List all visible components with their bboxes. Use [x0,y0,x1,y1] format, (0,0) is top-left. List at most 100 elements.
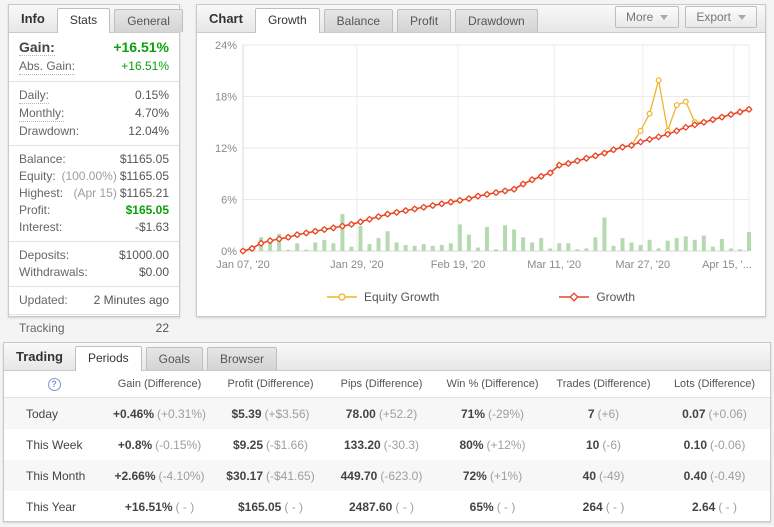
column-header-profit: Profit (Difference) [227,378,314,390]
more-button[interactable]: More [614,6,680,28]
stat-row-daily: Daily: 0.15% [9,87,179,105]
trades-value: 10 [585,437,600,452]
tab-periods[interactable]: Periods [74,346,142,371]
period-label: Today [26,406,59,421]
tab-profit[interactable]: Profit [397,9,452,32]
pips-diff: (-30.3) [383,437,420,452]
column-header-lots: Lots (Difference) [673,378,756,390]
lots-value: 0.07 [682,406,706,421]
stat-value: +16.51% [113,39,169,55]
stat-value: 4.70% [134,106,169,120]
stat-value: (Apr 15) $1165.21 [73,186,169,200]
stat-row-withdrawals: Withdrawals: $0.00 [9,264,179,281]
table-row-this-month: This Month +2.66% (-4.10%) $30.17 (-$41.65… [4,460,770,491]
lots-diff: (+0.06) [708,406,747,421]
stat-value-prefix: (100.00%) [61,169,117,183]
period-label: This Year [26,499,77,514]
tab-balance[interactable]: Balance [323,9,394,32]
pips-diff: (+52.2) [378,406,418,421]
win-diff: (+1%) [489,468,523,483]
stat-label: Tracking [19,321,65,335]
stat-value: $1000.00 [118,248,169,262]
trades-value: 7 [587,406,595,421]
chart-panel-title: Chart [209,11,243,26]
legend-item-equity-growth[interactable]: Equity Growth [326,290,440,304]
chevron-down-icon [738,14,746,20]
win-diff: ( - ) [496,499,516,514]
profit-value: $9.25 [232,437,263,452]
divider [9,241,179,242]
legend-item-growth[interactable]: Growth [559,290,635,304]
tab-general[interactable]: General [114,9,183,32]
gain-value: +0.46% [112,406,154,421]
svg-text:0%: 0% [221,246,237,258]
stat-row-interest: Interest: -$1.63 [9,219,179,236]
stat-label[interactable]: Abs. Gain: [19,59,76,75]
stat-row-tracking: Tracking 22 [9,320,179,337]
legend-label: Growth [596,290,636,304]
profit-diff: (-$41.65) [266,468,315,483]
growth-chart: 0% 6% 12% 18% 24% Jan 07, '20 Jan 29, '20 Feb 1… [197,33,765,282]
stat-value-prefix: (Apr 15) [73,186,117,200]
stat-label[interactable]: Monthly: [19,106,65,122]
stat-label[interactable]: Daily: [19,88,50,104]
gain-value: +0.8% [117,437,153,452]
info-panel-title: Info [21,11,45,26]
tab-drawdown[interactable]: Drawdown [455,9,538,32]
pips-value: 133.20 [343,437,381,452]
column-header-trades: Trades (Difference) [556,378,651,390]
lots-value: 2.64 [691,499,716,514]
stat-value: -$1.63 [134,220,169,234]
gain-diff: (-4.10%) [158,468,205,483]
export-button[interactable]: Export [685,6,757,28]
tab-goals[interactable]: Goals [145,347,203,370]
stat-value: $165.05 [125,203,169,217]
tab-browser[interactable]: Browser [207,347,278,370]
gain-diff: ( - ) [175,499,195,514]
info-panel: Info Stats General Gain: +16.51% Abs. Ga… [8,4,183,335]
stat-row-updated: Updated: 2 Minutes ago [9,292,179,309]
legend-label: Equity Growth [363,290,440,304]
divider [9,314,179,315]
help-icon[interactable]: ? [47,377,61,391]
tab-stats[interactable]: Stats [56,8,111,33]
stat-label: Drawdown: [19,124,80,138]
win-diff: (-29%) [488,406,525,421]
stat-label: Deposits: [19,248,70,262]
svg-text:Mar 27, '20: Mar 27, '20 [615,259,670,271]
trades-diff: (-6) [602,437,622,452]
profit-diff: (-$1.66) [266,437,309,452]
chart-panel: Chart Growth Balance Profit Drawdown Mor… [196,4,766,317]
period-label: This Week [26,437,83,452]
win-value: 65% [469,499,494,514]
stat-label: Updated: [19,293,68,307]
svg-text:Feb 19, '20: Feb 19, '20 [431,259,486,271]
stat-label: Withdrawals: [19,265,88,279]
profit-value: $165.05 [237,499,282,514]
stat-label[interactable]: Gain: [19,39,55,56]
svg-text:Apr 15, '...: Apr 15, '... [702,259,752,271]
column-header-pips: Pips (Difference) [340,378,423,390]
tab-growth[interactable]: Growth [254,8,320,33]
stat-value: 22 [155,321,169,335]
column-header-gain: Gain (Difference) [117,378,202,390]
stat-value: 12.04% [128,124,169,138]
win-value: 72% [462,468,487,483]
column-header-win: Win % (Difference) [446,378,539,390]
gain-value: +2.66% [114,468,156,483]
pips-value: 78.00 [345,406,376,421]
divider [9,286,179,287]
period-label: This Month [26,468,86,483]
stat-label: Balance: [19,152,66,166]
equity-growth-marker-icon [326,291,357,303]
divider [9,81,179,82]
divider [9,145,179,146]
table-row-this-year: This Year +16.51%( - ) $165.05( - ) 2487… [4,491,770,522]
profit-value: $30.17 [226,468,263,483]
trading-panel-title: Trading [16,349,63,364]
lots-diff: ( - ) [718,499,737,514]
chart-legend: Equity Growth Growth [197,282,765,304]
trades-value: 264 [582,499,603,514]
svg-text:24%: 24% [215,40,237,52]
stat-row-drawdown: Drawdown: 12.04% [9,123,179,140]
